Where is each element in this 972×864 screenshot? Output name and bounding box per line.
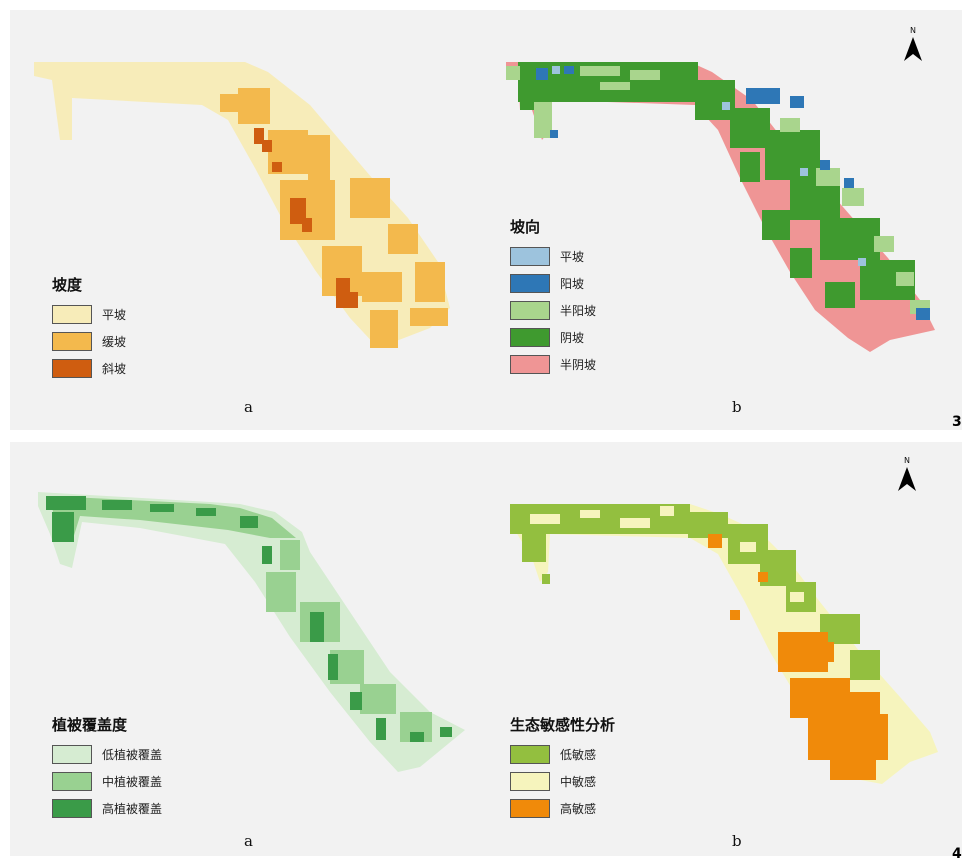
- legend-sensitivity: 生态敏感性分析 低敏感 中敏感 高敏感: [510, 714, 615, 822]
- legend-label: 中植被覆盖: [102, 775, 163, 789]
- legend-item: 低敏感: [510, 741, 615, 768]
- slope-gentle-patches: [220, 88, 448, 348]
- legend-item: 阴坡: [510, 324, 596, 351]
- figure-number-3: 3: [952, 414, 962, 430]
- legend-title: 坡向: [510, 218, 541, 236]
- legend-swatch: [52, 799, 92, 818]
- slope-map: [34, 62, 450, 348]
- legend-swatch: [510, 799, 550, 818]
- legend-item: 缓坡: [52, 328, 126, 355]
- legend-swatch: [52, 332, 92, 351]
- legend-label: 平坡: [102, 308, 127, 322]
- aspect-base-area: [506, 62, 935, 352]
- legend-label: 半阳坡: [560, 304, 597, 318]
- sensitivity-medium-patches: [530, 506, 804, 602]
- legend-swatch: [52, 745, 92, 764]
- figure-number-4: 4: [952, 846, 962, 862]
- legend-swatch: [52, 359, 92, 378]
- legend-title: 坡度: [52, 276, 83, 294]
- figure-3-panel: 坡度 平坡 缓坡 斜坡 a: [10, 10, 962, 430]
- legend-item: 高植被覆盖: [52, 795, 162, 822]
- legend-swatch: [510, 772, 550, 791]
- legend-item: 中敏感: [510, 768, 615, 795]
- legend-swatch: [510, 301, 550, 320]
- legend-vegetation: 植被覆盖度 低植被覆盖 中植被覆盖 高植被覆盖: [52, 714, 162, 822]
- legend-label: 中敏感: [560, 775, 597, 789]
- legend-label: 半阴坡: [560, 358, 597, 372]
- north-arrow-icon: N: [902, 26, 924, 66]
- legend-item: 阳坡: [510, 270, 596, 297]
- aspect-sunny-patches: [536, 66, 930, 320]
- legend-aspect: 坡向 平坡 阳坡 半阳坡 阴坡 半阴坡: [510, 216, 596, 378]
- legend-label: 平坡: [560, 250, 585, 264]
- legend-swatch: [510, 355, 550, 374]
- legend-item: 半阴坡: [510, 351, 596, 378]
- legend-item: 半阳坡: [510, 297, 596, 324]
- north-letter: N: [904, 456, 910, 465]
- legend-item: 斜坡: [52, 355, 126, 382]
- legend-swatch: [510, 745, 550, 764]
- vegetation-high-patches: [46, 496, 452, 742]
- north-arrow-icon: N: [896, 456, 918, 496]
- subfigure-label-a: a: [244, 832, 253, 850]
- figure-4-panel: 植被覆盖度 低植被覆盖 中植被覆盖 高植被覆盖 a: [10, 442, 962, 856]
- legend-swatch: [52, 772, 92, 791]
- legend-label: 低植被覆盖: [102, 748, 163, 762]
- legend-label: 阳坡: [560, 277, 585, 291]
- sensitivity-high-patches: [708, 534, 888, 780]
- legend-label: 阴坡: [560, 331, 585, 345]
- aspect-flat-patches: [552, 66, 866, 266]
- subfigure-label-a: a: [244, 398, 253, 416]
- legend-swatch: [52, 305, 92, 324]
- legend-item: 平坡: [510, 243, 596, 270]
- legend-item: 平坡: [52, 301, 126, 328]
- north-letter: N: [910, 26, 916, 35]
- slope-steep-patches: [254, 128, 358, 308]
- legend-swatch: [510, 274, 550, 293]
- aspect-map: [506, 62, 935, 352]
- legend-label: 高敏感: [560, 802, 597, 816]
- legend-label: 斜坡: [102, 362, 127, 376]
- legend-title: 生态敏感性分析: [510, 716, 616, 734]
- legend-swatch: [510, 247, 550, 266]
- sensitivity-map: [510, 504, 938, 784]
- vegetation-map: [38, 492, 465, 772]
- legend-label: 高植被覆盖: [102, 802, 163, 816]
- legend-label: 缓坡: [102, 335, 127, 349]
- subfigure-label-b: b: [732, 832, 742, 850]
- legend-slope: 坡度 平坡 缓坡 斜坡: [52, 274, 126, 382]
- legend-item: 高敏感: [510, 795, 615, 822]
- legend-item: 中植被覆盖: [52, 768, 162, 795]
- legend-swatch: [510, 328, 550, 347]
- legend-item: 低植被覆盖: [52, 741, 162, 768]
- legend-title: 植被覆盖度: [52, 716, 128, 734]
- subfigure-label-b: b: [732, 398, 742, 416]
- legend-label: 低敏感: [560, 748, 597, 762]
